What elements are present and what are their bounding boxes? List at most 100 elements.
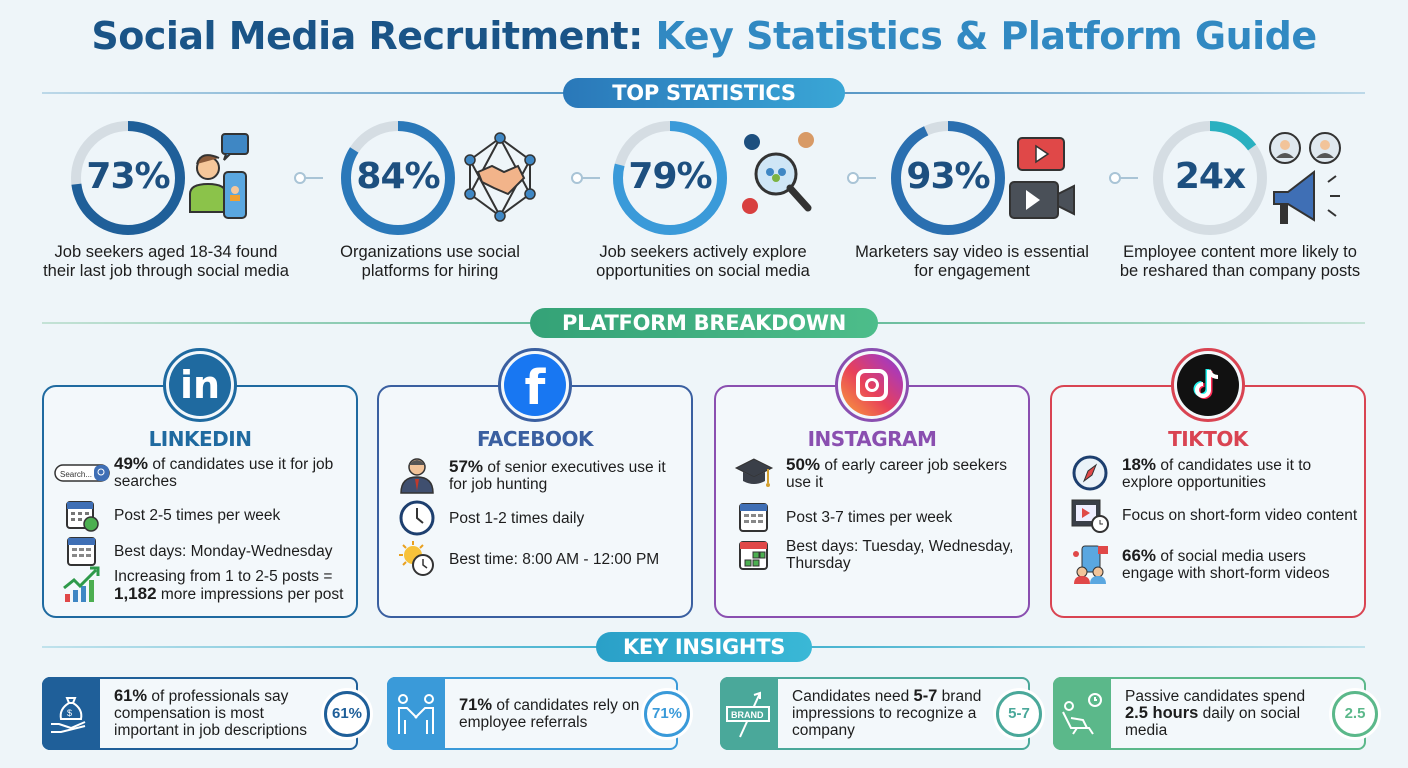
platform-item: 18% of candidates use it to explore oppo… (1058, 455, 1358, 491)
platform-card-linkedin (42, 385, 358, 618)
title-part2: Key Statistics & Platform Guide (655, 14, 1318, 58)
platform-item: Post 3-7 times per week (722, 500, 1022, 534)
platform-item: Best time: 8:00 AM - 12:00 PM (385, 540, 685, 578)
platform-card-instagram (714, 385, 1030, 618)
executive-icon (385, 455, 449, 495)
item-text: Post 2-5 times per week (114, 506, 281, 524)
connector-dot (570, 171, 600, 185)
insight-highlight: 61% (114, 687, 148, 705)
svg-text:Search...: Search... (60, 470, 92, 479)
stat-description: Organizations use social platforms for h… (340, 243, 520, 280)
video-icon (1008, 132, 1078, 227)
stat-description: Job seekers actively explore opportuniti… (596, 243, 810, 280)
section-key-insights: KEY INSIGHTS (596, 632, 812, 662)
platform-item-text: Best days: Monday-Wednesday (114, 543, 333, 560)
stat-ring (68, 118, 188, 238)
platform-card-facebook (377, 385, 693, 618)
calendar-icon (722, 500, 786, 534)
stat-description: Employee content more likely to be resha… (1119, 243, 1361, 280)
item-text: Best time: 8:00 AM - 12:00 PM (449, 550, 660, 568)
calendar-icon (50, 534, 114, 568)
platform-title: LINKEDIN (148, 427, 252, 451)
ring-progress (1153, 121, 1267, 235)
stat-value: 73% (86, 156, 170, 197)
section-platform-breakdown: PLATFORM BREAKDOWN (530, 308, 878, 338)
insight-highlight: 71% (459, 695, 493, 714)
insight-text: 71% of candidates rely on employee refer… (445, 695, 644, 731)
brand-sign-icon: BRAND (720, 677, 778, 750)
platform-item: Post 2-5 times per week (50, 498, 350, 532)
platform-item-text: 18% of candidates use it to explore oppo… (1122, 456, 1358, 491)
stat-description: Marketers say video is essential for eng… (855, 243, 1089, 280)
platform-item-text: Increasing from 1 to 2-5 posts = 1,182 m… (114, 568, 350, 603)
platform-card-tiktok (1050, 385, 1366, 618)
item-text: more impressions per post (156, 585, 344, 603)
insight-rest: brand impressions to recognize a company (792, 688, 982, 739)
item-text: of candidates use it to explore opportun… (1122, 456, 1312, 491)
insight-prefix: Passive candidates spend (1125, 688, 1306, 705)
platform-item: Focus on short-form video content (1058, 496, 1358, 534)
platform-item: Increasing from 1 to 2-5 posts = 1,182 m… (50, 566, 350, 604)
megaphone-employees-icon (1268, 132, 1348, 237)
ring-progress (613, 121, 727, 235)
platform-title: TIKTOK (1168, 427, 1248, 451)
platform-item-text: Post 3-7 times per week (786, 509, 952, 526)
svg-text:BRAND: BRAND (731, 710, 764, 720)
item-text: of senior executives use it for job hunt… (449, 458, 666, 493)
insight-card: $61% of professionals say compensation i… (42, 677, 370, 750)
platform-item: Best days: Tuesday, Wednesday, Thursday (722, 538, 1022, 572)
item-text: Post 3-7 times per week (786, 508, 953, 526)
insight-text: Candidates need 5-7 brand impressions to… (778, 687, 996, 740)
platform-item-text: Post 1-2 times daily (449, 510, 584, 527)
platform-item-text: Post 2-5 times per week (114, 507, 280, 524)
item-highlight: 49% (114, 454, 149, 473)
item-highlight: 18% (1122, 454, 1157, 474)
item-prefix: Increasing from 1 to 2-5 posts = (114, 567, 333, 585)
ring-progress (891, 121, 1005, 235)
platform-title: FACEBOOK (477, 427, 593, 451)
money-bag-hand-icon: $ (42, 677, 100, 750)
svg-text:$: $ (67, 708, 72, 718)
item-text: Best days: Monday-Wednesday (114, 542, 333, 560)
facebook-logo-icon: f (498, 348, 572, 422)
item-text: Focus on short-form video content (1122, 506, 1358, 524)
platform-item-text: 57% of senior executives use it for job … (449, 458, 685, 493)
search-bar-icon: Search... (50, 463, 114, 483)
item-text: of social media users engage with short-… (1122, 547, 1330, 582)
platform-item: 57% of senior executives use it for job … (385, 455, 685, 495)
insight-card: Passive candidates spend 2.5 hours daily… (1053, 677, 1378, 750)
platform-item-text: 50% of early career job seekers use it (786, 456, 1022, 491)
item-highlight: 57% (449, 456, 484, 476)
stat-value: 79% (628, 156, 712, 197)
item-highlight: 50% (786, 454, 821, 474)
platform-item: Best days: Monday-Wednesday (50, 534, 350, 568)
person-phone-icon (188, 132, 252, 227)
insight-badge: 5-7 (996, 690, 1042, 737)
tiktok-logo-icon (1171, 348, 1245, 422)
connector-dot (293, 171, 323, 185)
sun-clock-icon (385, 540, 449, 578)
insight-card: 71% of candidates rely on employee refer… (387, 677, 690, 750)
connector-dot (846, 171, 876, 185)
stat-ring (338, 118, 458, 238)
search-social-icon (740, 132, 820, 227)
insight-highlight: 5-7 (913, 687, 938, 705)
title-part1: Social Media Recruitment: (91, 14, 643, 58)
item-text: Post 1-2 times daily (449, 509, 585, 527)
item-text: of candidates use it for job searches (114, 456, 334, 490)
clock-icon (385, 500, 449, 536)
insight-rest: daily on social media (1125, 705, 1301, 739)
item-highlight: 66% (1122, 545, 1157, 565)
handshake-people-icon (387, 677, 445, 750)
insight-highlight: 2.5 hours (1125, 704, 1199, 722)
platform-item: 66% of social media users engage with sh… (1058, 544, 1358, 584)
growth-chart-icon (50, 566, 114, 604)
insight-badge: 71% (644, 690, 690, 737)
platform-item: Search... 49% of candidates use it for jo… (50, 455, 350, 490)
insight-card: BRAND Candidates need 5-7 brand impressio… (720, 677, 1042, 750)
stat-description: Job seekers aged 18-34 found their last … (43, 243, 289, 280)
platform-title: INSTAGRAM (807, 427, 937, 451)
linkedin-logo-icon: in (163, 348, 237, 422)
platform-item-text: Best days: Tuesday, Wednesday, Thursday (786, 538, 1022, 572)
graduation-cap-icon (722, 455, 786, 491)
